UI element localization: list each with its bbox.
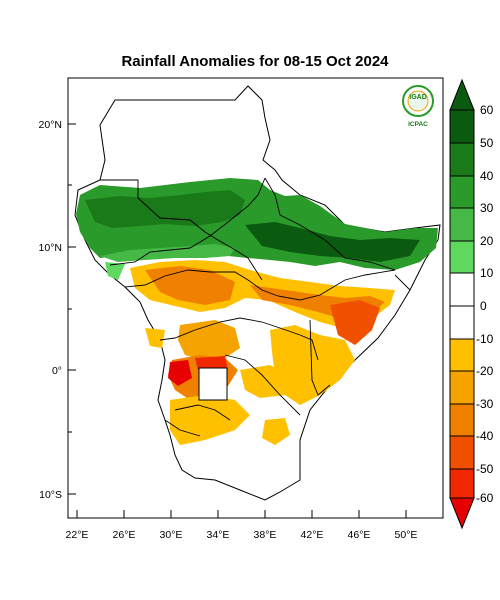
colorbar-swatch [449, 468, 475, 499]
lat-label: 0° [52, 365, 62, 377]
lon-label: 26°E [113, 529, 136, 541]
colorbar-label: -60 [476, 491, 494, 505]
colorbar-swatch [449, 435, 475, 470]
colorbar-swatch [449, 338, 475, 372]
colorbar-swatch [449, 272, 475, 307]
country-borders [100, 177, 411, 437]
colorbar-label: 10 [480, 266, 494, 280]
colorbar-swatch [449, 207, 475, 242]
lon-label: 22°E [66, 529, 89, 541]
colorbar-label: -10 [476, 332, 494, 346]
colorbar-label: 60 [480, 103, 494, 117]
logo-org-text: IGAD [409, 94, 427, 101]
colorbar-top-arrow [449, 78, 475, 111]
colorbar-label: -20 [476, 364, 494, 378]
colorbar-swatch [449, 305, 475, 340]
axis-ticks [68, 123, 407, 518]
lat-label: 10°N [39, 242, 62, 254]
lat-label: 20°N [39, 119, 62, 131]
colorbar-label: 0 [480, 299, 487, 313]
colorbar-swatch [449, 370, 475, 405]
colorbar-label: -40 [476, 429, 494, 443]
colorbar-swatch [449, 109, 475, 144]
latitude-labels: 20°N 10°N 0° 10°S [39, 119, 62, 501]
map-title: Rainfall Anomalies for 08-15 Oct 2024 [121, 53, 389, 70]
colorbar-label: 30 [480, 201, 494, 215]
lake-victoria [198, 367, 228, 401]
lon-label: 50°E [395, 529, 418, 541]
lon-label: 34°E [207, 529, 230, 541]
colorbar-swatch [449, 240, 475, 274]
colorbar-swatch [449, 403, 475, 437]
colorbar-bottom-arrow [449, 497, 475, 530]
colorbar-label: 20 [480, 234, 494, 248]
lon-label: 30°E [160, 529, 183, 541]
colorbar: 60 50 40 30 20 10 0 -10 -20 -30 -40 -50 … [449, 78, 494, 530]
igad-icpac-logo: IGAD ICPAC [402, 85, 434, 128]
colorbar-swatch [449, 175, 475, 209]
colorbar-label: -30 [476, 397, 494, 411]
colorbar-swatch [449, 142, 475, 177]
positive-anomaly-areas [76, 178, 438, 360]
lon-label: 46°E [348, 529, 371, 541]
logo-center-text: ICPAC [408, 121, 428, 128]
lat-label: 10°S [39, 489, 62, 501]
colorbar-label: 50 [480, 136, 494, 150]
colorbar-label: 40 [480, 169, 494, 183]
colorbar-label: -50 [476, 462, 494, 476]
lon-label: 42°E [301, 529, 324, 541]
lon-label: 38°E [254, 529, 277, 541]
longitude-labels: 22°E 26°E 30°E 34°E 38°E 42°E 46°E 50°E [66, 529, 418, 541]
